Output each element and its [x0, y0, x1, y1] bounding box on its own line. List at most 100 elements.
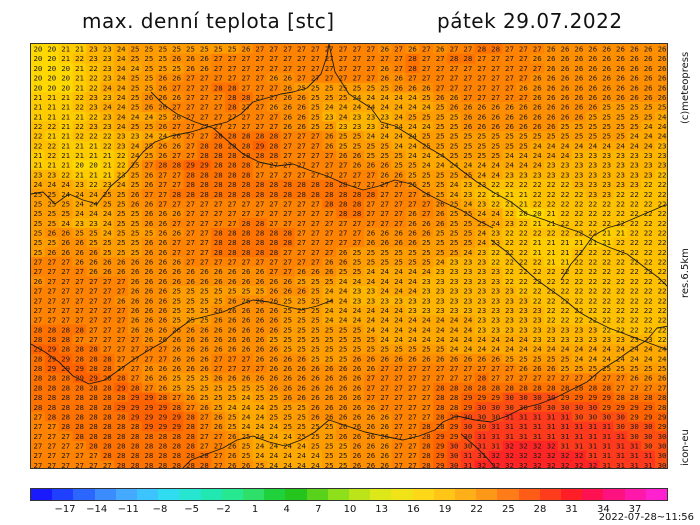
grid-value: 26: [436, 354, 445, 363]
grid-cell: [128, 179, 143, 190]
grid-value: 22: [75, 103, 84, 112]
grid-cell: [419, 160, 434, 171]
grid-cell: [294, 53, 309, 64]
grid-cell: [530, 121, 545, 132]
grid-value: 28: [491, 45, 500, 54]
grid-value: 27: [186, 258, 195, 267]
grid-cell: [169, 131, 184, 142]
grid-value: 26: [352, 422, 361, 431]
grid-cell: [211, 169, 226, 180]
grid-value: 25: [519, 141, 528, 150]
grid-value: 25: [533, 354, 542, 363]
grid-cell: [474, 63, 489, 74]
grid-cell: [488, 140, 503, 151]
grid-value: 25: [242, 287, 251, 296]
grid-value: 26: [436, 219, 445, 228]
grid-cell: [363, 140, 379, 151]
grid-cell: [585, 218, 600, 229]
grid-cell: [183, 208, 198, 219]
grid-value: 27: [75, 442, 84, 451]
grid-value: 25: [200, 374, 209, 383]
grid-cell: [322, 160, 337, 171]
grid-cell: [516, 169, 531, 180]
grid-value: 26: [380, 412, 389, 421]
grid-cell: [100, 208, 115, 219]
grid-cell: [488, 227, 503, 238]
grid-cell: [571, 189, 587, 200]
grid-value: 27: [61, 461, 70, 469]
grid-value: 23: [103, 93, 112, 102]
grid-value: 26: [228, 335, 237, 344]
grid-cell: [336, 111, 351, 122]
grid-cell: [86, 208, 101, 219]
grid-cell: [280, 44, 295, 54]
grid-value: 24: [366, 306, 375, 315]
grid-value: 28: [242, 229, 251, 238]
grid-cell: [280, 73, 295, 84]
grid-value: 23: [574, 180, 583, 189]
grid-value: 22: [644, 325, 653, 334]
grid-cell: [128, 189, 143, 200]
grid-cell: [447, 131, 462, 142]
grid-value: 31: [602, 461, 611, 469]
grid-value: 23: [616, 335, 625, 344]
grid-cell: [655, 218, 667, 229]
grid-value: 27: [311, 229, 320, 238]
grid-value: 27: [61, 432, 70, 441]
grid-value: 24: [380, 103, 389, 112]
grid-value: 27: [33, 306, 42, 315]
grid-value: 25: [630, 112, 639, 121]
grid-cell: [280, 131, 295, 142]
grid-cell: [391, 189, 406, 200]
grid-value: 27: [297, 151, 306, 160]
grid-value: 27: [172, 248, 181, 257]
grid-cell: [363, 73, 379, 84]
grid-cell: [100, 218, 115, 229]
grid-cell: [585, 150, 600, 161]
grid-cell: [100, 160, 115, 171]
grid-value: 28: [144, 461, 153, 469]
grid-value: 27: [408, 199, 417, 208]
grid-value: 28: [200, 170, 209, 179]
grid-cell: [322, 82, 337, 93]
grid-value: 25: [158, 64, 167, 73]
grid-cell: [585, 198, 600, 209]
grid-value: 24: [242, 393, 251, 402]
grid-cell: [350, 63, 365, 74]
grid-cell: [447, 218, 462, 229]
grid-value: 25: [172, 45, 181, 54]
grid-value: 23: [463, 277, 472, 286]
grid-cell: [114, 160, 129, 171]
grid-value: 23: [533, 316, 542, 325]
grid-cell: [336, 179, 351, 190]
grid-cell: [599, 198, 614, 209]
grid-value: 25: [436, 132, 445, 141]
grid-cell: [141, 189, 157, 200]
grid-value: 29: [644, 403, 653, 412]
grid-value: 25: [366, 248, 375, 257]
grid-cell: [31, 140, 46, 151]
grid-value: 26: [561, 112, 570, 121]
grid-value: 28: [186, 190, 195, 199]
grid-value: 27: [172, 122, 181, 131]
grid-cell: [183, 189, 198, 200]
grid-value: 26: [269, 277, 278, 286]
grid-value: 24: [658, 354, 667, 363]
grid-value: 27: [33, 442, 42, 451]
grid-cell: [31, 111, 46, 122]
grid-cell: [322, 218, 337, 229]
grid-value: 22: [644, 190, 653, 199]
grid-cell: [405, 160, 420, 171]
grid-value: 27: [408, 461, 417, 469]
grid-cell: [294, 131, 309, 142]
grid-value: 27: [394, 461, 403, 469]
grid-value: 26: [339, 412, 348, 421]
grid-cell: [31, 237, 46, 248]
grid-value: 25: [422, 93, 431, 102]
grid-value: 22: [561, 316, 570, 325]
grid-value: 26: [561, 45, 570, 54]
grid-value: 26: [616, 74, 625, 83]
grid-cell: [266, 102, 281, 113]
grid-value: 25: [561, 354, 570, 363]
grid-cell: [72, 73, 87, 84]
